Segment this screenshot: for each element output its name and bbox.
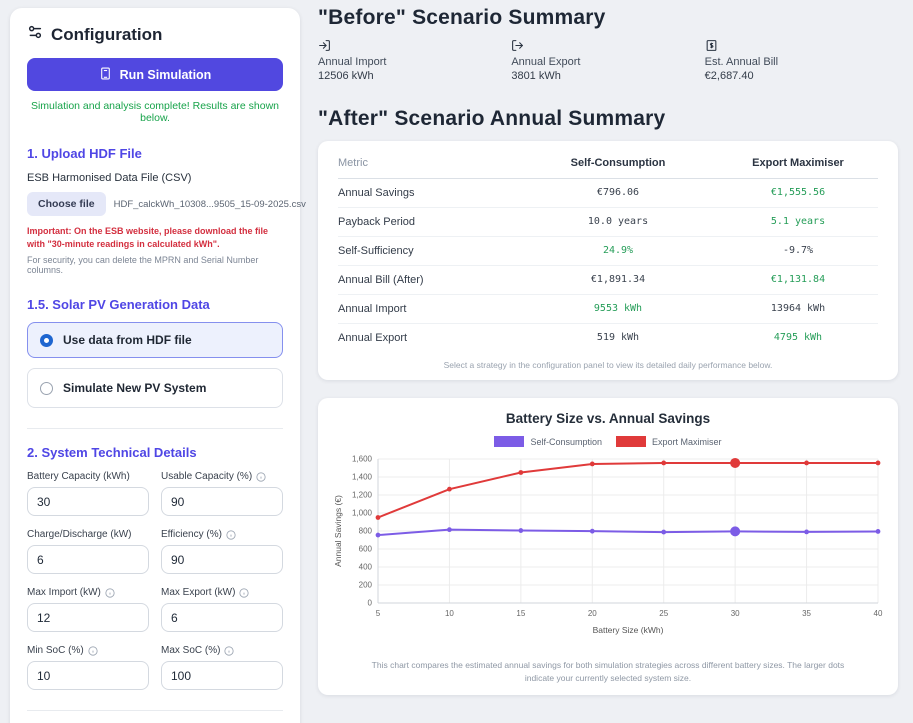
max-import-input[interactable] — [27, 603, 149, 633]
radio-unselected-icon — [40, 381, 53, 395]
chart-title: Battery Size vs. Annual Savings — [505, 411, 711, 426]
run-simulation-button[interactable]: Run Simulation — [27, 58, 283, 91]
important-note: Important: On the ESB website, please do… — [27, 226, 269, 250]
table-row: Annual Export 519 kWh 4795 kWh — [338, 322, 878, 352]
max-export-input[interactable] — [161, 603, 283, 633]
max-soc-input[interactable] — [161, 661, 283, 691]
battery-savings-chart-card: Battery Size vs. Annual Savings Self-Con… — [318, 398, 898, 696]
section-tech-heading: 2. System Technical Details — [27, 445, 197, 461]
configuration-panel: Configuration Run Simulation Simulation … — [10, 8, 306, 723]
svg-text:1,400: 1,400 — [352, 473, 373, 482]
panel-title: Configuration — [51, 24, 163, 44]
table-row: Annual Bill (After) €1,891.34 €1,131.84 — [338, 264, 878, 294]
table-row: Payback Period 10.0 years 5.1 years — [338, 206, 878, 236]
svg-text:800: 800 — [359, 527, 373, 536]
section-upload-heading: 1. Upload HDF File — [27, 146, 142, 161]
before-stats-row: Annual Import 12506 kWh Annual Export 38… — [318, 39, 898, 82]
simulation-status: Simulation and analysis complete! Result… — [30, 100, 280, 124]
usable-capacity-input[interactable] — [161, 487, 283, 517]
calculator-icon — [99, 67, 112, 83]
export-icon — [511, 39, 704, 53]
svg-text:5: 5 — [376, 609, 381, 618]
svg-text:1,600: 1,600 — [352, 455, 373, 464]
after-summary-table-card: Metric Self-Consumption Export Maximiser… — [318, 141, 898, 380]
svg-text:400: 400 — [359, 563, 373, 572]
svg-text:Battery Size (kWh): Battery Size (kWh) — [593, 625, 664, 635]
before-summary-heading: "Before" Scenario Summary — [318, 6, 606, 29]
field-usable-capacity: Usable Capacity (%) — [161, 471, 283, 517]
file-field-label: ESB Harmonised Data File (CSV) — [27, 172, 192, 184]
svg-text:200: 200 — [359, 581, 373, 590]
info-icon — [239, 588, 250, 598]
svg-text:15: 15 — [516, 609, 525, 618]
battery-savings-line-chart: 0 200 400 600 800 1,000 1,200 1,400 1,600 5 10 15 20… — [333, 455, 883, 636]
option-use-hdf-data[interactable]: Use data from HDF file — [27, 322, 283, 359]
info-icon — [105, 588, 115, 598]
table-row: Self-Sufficiency 24.9% -9.7% — [338, 235, 878, 265]
option-simulate-pv[interactable]: Simulate New PV System — [27, 368, 283, 409]
field-battery-capacity: Battery Capacity (kWh) — [27, 471, 149, 517]
field-max-soc: Max SoC (%) — [161, 645, 283, 691]
info-icon — [88, 646, 98, 656]
table-row: Annual Import 9553 kWh 13964 kWh — [338, 293, 878, 323]
table-row: Annual Savings €796.06 €1,555.56 — [338, 186, 826, 199]
svg-text:600: 600 — [359, 545, 373, 554]
svg-text:10: 10 — [445, 609, 454, 618]
import-icon — [318, 39, 511, 53]
divider — [27, 710, 283, 712]
battery-capacity-input[interactable] — [27, 487, 149, 517]
field-efficiency: Efficiency (%) — [161, 529, 283, 575]
svg-text:Annual Savings (€): Annual Savings (€) — [333, 495, 343, 567]
legend-swatch-purple — [494, 436, 525, 447]
uploaded-filename: HDF_calckWh_10308...9505_15-09-2025.csv — [113, 198, 306, 210]
file-input-row: Choose file HDF_calckWh_10308...9505_15-… — [27, 192, 306, 216]
field-min-soc: Min SoC (%) — [27, 645, 149, 691]
after-summary-table: Metric Self-Consumption Export Maximiser… — [338, 149, 878, 352]
field-max-import: Max Import (kW) — [27, 587, 149, 633]
charge-discharge-input[interactable] — [27, 545, 149, 575]
chart-caption: This chart compares the estimated annual… — [371, 660, 845, 684]
min-soc-input[interactable] — [27, 661, 149, 691]
svg-text:30: 30 — [731, 609, 740, 618]
configuration-header: Configuration — [27, 24, 283, 45]
info-icon — [224, 646, 235, 656]
svg-text:1,200: 1,200 — [352, 491, 373, 500]
after-summary-heading: "After" Scenario Annual Summary — [318, 107, 666, 130]
security-note: For security, you can delete the MPRN an… — [27, 255, 259, 276]
svg-text:0: 0 — [368, 599, 373, 608]
field-charge-discharge: Charge/Discharge (kW) — [27, 529, 149, 575]
svg-text:25: 25 — [659, 609, 668, 618]
svg-text:20: 20 — [588, 609, 597, 618]
info-icon — [256, 472, 266, 482]
divider — [27, 428, 283, 430]
efficiency-input[interactable] — [161, 545, 283, 575]
stat-annual-export: Annual Export 3801 kWh — [511, 39, 704, 82]
sliders-icon — [27, 24, 43, 45]
svg-text:35: 35 — [802, 609, 811, 618]
table-footnote: Select a strategy in the configuration p… — [443, 360, 773, 370]
tech-fields-grid: Battery Capacity (kWh) Usable Capacity (… — [27, 471, 283, 691]
stat-annual-bill: Est. Annual Bill €2,687.40 — [705, 39, 898, 82]
info-icon — [226, 530, 236, 540]
choose-file-button[interactable]: Choose file — [27, 192, 106, 216]
legend-export-maximiser[interactable]: Export Maximiser — [616, 436, 722, 447]
bill-icon — [705, 39, 898, 53]
field-max-export: Max Export (kW) — [161, 587, 283, 633]
svg-text:40: 40 — [874, 609, 883, 618]
table-header-row: Metric Self-Consumption Export Maximiser — [338, 149, 878, 179]
legend-swatch-red — [616, 436, 647, 447]
svg-text:1,000: 1,000 — [352, 509, 373, 518]
stat-annual-import: Annual Import 12506 kWh — [318, 39, 511, 82]
chart-legend: Self-Consumption Export Maximiser — [328, 436, 888, 447]
radio-selected-icon — [40, 333, 53, 347]
section-pv-heading: 1.5. Solar PV Generation Data — [27, 297, 210, 313]
results-area: "Before" Scenario Summary Annual Import … — [318, 0, 898, 723]
legend-self-consumption[interactable]: Self-Consumption — [494, 436, 602, 447]
